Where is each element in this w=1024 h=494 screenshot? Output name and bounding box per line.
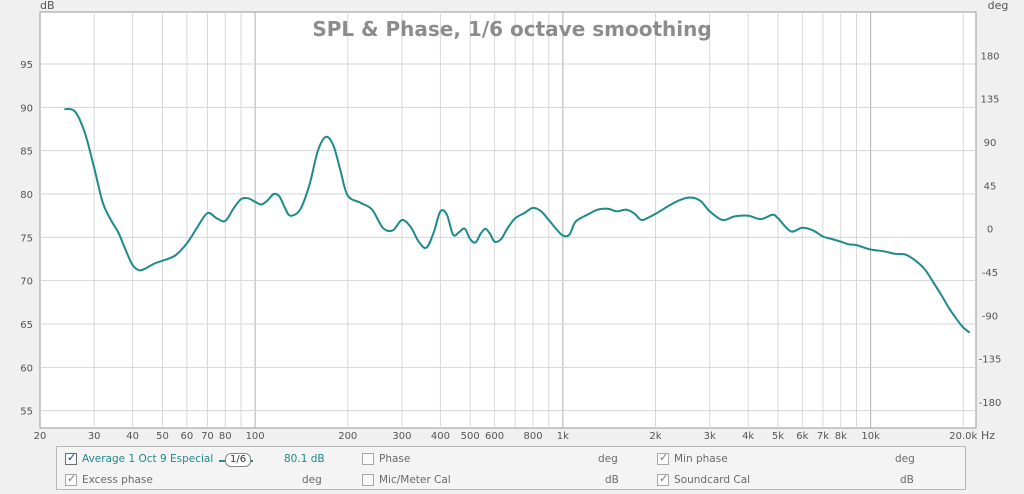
y2-tick-label: -45 xyxy=(982,268,998,279)
x-tick-label: 80 xyxy=(219,431,232,442)
mic-cal-checkbox[interactable] xyxy=(362,474,374,486)
y2-tick-label: 0 xyxy=(987,225,993,236)
x-tick-label: 4k xyxy=(742,431,754,442)
y-tick-label: 70 xyxy=(20,277,33,288)
x-tick-label: 3k xyxy=(704,431,716,442)
y-tick-label: 85 xyxy=(20,147,33,158)
y2-tick-label: -90 xyxy=(982,311,998,322)
x-tick-label: 600 xyxy=(485,431,504,442)
y2-tick-label: -135 xyxy=(979,355,1002,366)
y2-tick-label: -180 xyxy=(979,398,1002,409)
y-tick-label: 60 xyxy=(20,363,33,374)
excess-phase-checkbox[interactable] xyxy=(65,472,77,486)
min-phase-label[interactable]: Min phase xyxy=(674,453,728,465)
x-tick-label: 10k xyxy=(861,431,880,442)
x-tick-label: 20.0k xyxy=(949,431,977,442)
legend-panel: Average 1 Oct 9 Especial 1/6 80.1 dB Pha… xyxy=(56,446,966,490)
soundcard-cal-checkbox[interactable] xyxy=(657,472,669,486)
x-tick-label: 50 xyxy=(156,431,169,442)
x-tick-label: 300 xyxy=(392,431,411,442)
x-tick-label: 1k xyxy=(557,431,569,442)
plot-area xyxy=(39,11,977,429)
x-tick-label: 5k xyxy=(772,431,784,442)
x-tick-label: 7k xyxy=(817,431,829,442)
mic-cal-label[interactable]: Mic/Meter Cal xyxy=(379,474,451,486)
y2-tick-label: 45 xyxy=(984,181,997,192)
excess-phase-unit: deg xyxy=(302,474,322,486)
x-axis-unit-label: Hz xyxy=(981,429,995,442)
x-tick-label: 800 xyxy=(523,431,542,442)
soundcard-cal-unit: dB xyxy=(900,474,914,486)
soundcard-cal-label[interactable]: Soundcard Cal xyxy=(674,474,751,486)
mic-cal-unit: dB xyxy=(605,474,619,486)
phase-unit: deg xyxy=(598,453,618,465)
y2-tick-label: 90 xyxy=(984,138,997,149)
series-label[interactable]: Average 1 Oct 9 Especial xyxy=(82,453,214,465)
x-tick-label: 60 xyxy=(180,431,193,442)
spl-series-line xyxy=(64,108,971,334)
x-tick-label: 20 xyxy=(34,431,47,442)
x-tick-label: 40 xyxy=(126,431,139,442)
phase-checkbox[interactable] xyxy=(362,453,374,465)
series-value: 80.1 dB xyxy=(284,453,325,465)
y-tick-label: 55 xyxy=(20,407,33,418)
y-tick-label: 65 xyxy=(20,320,33,331)
y2-tick-label: 135 xyxy=(980,95,999,106)
y-tick-label: 80 xyxy=(20,190,33,201)
y2-axis-unit-label: deg xyxy=(988,0,1009,12)
x-tick-label: 2k xyxy=(649,431,661,442)
y2-tick-label: 180 xyxy=(980,51,999,62)
phase-label[interactable]: Phase xyxy=(379,453,411,465)
min-phase-unit: deg xyxy=(895,453,915,465)
y-axis-unit-label: dB xyxy=(40,0,55,12)
x-tick-label: 8k xyxy=(835,431,847,442)
chart-title: SPL & Phase, 1/6 octave smoothing xyxy=(312,17,711,41)
x-tick-label: 100 xyxy=(246,431,265,442)
x-tick-label: 70 xyxy=(201,431,214,442)
x-tick-label: 400 xyxy=(431,431,450,442)
x-tick-label: 6k xyxy=(796,431,808,442)
x-tick-label: 500 xyxy=(461,431,480,442)
x-tick-label: 30 xyxy=(88,431,101,442)
min-phase-checkbox[interactable] xyxy=(657,451,669,465)
y-tick-label: 95 xyxy=(20,60,33,71)
spl-phase-chart: 20 30 40 50 60 70 80 100 200 300 400 500 600 800 1k 2k 3… xyxy=(20,0,1009,442)
series-checkbox[interactable] xyxy=(65,451,77,465)
smoothing-badge[interactable]: 1/6 xyxy=(225,453,252,467)
x-tick-label: 200 xyxy=(338,431,357,442)
y-tick-label: 90 xyxy=(20,103,33,114)
y-tick-label: 75 xyxy=(20,233,33,244)
excess-phase-label[interactable]: Excess phase xyxy=(82,474,153,486)
